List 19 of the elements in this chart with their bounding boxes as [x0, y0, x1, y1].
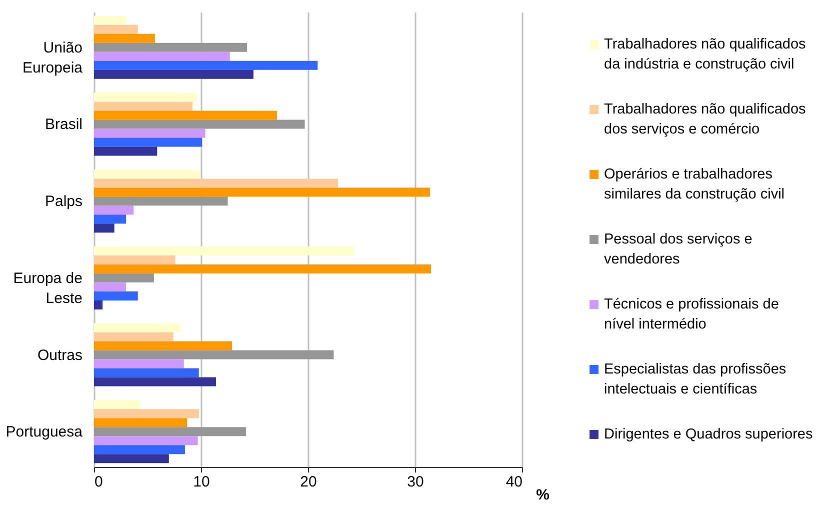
y-tick-label: União Europeia — [22, 39, 84, 76]
legend-label: Operários e trabalhadores similares da construção civil — [604, 166, 785, 202]
y-tick-label: Portuguesa — [6, 424, 84, 441]
x-tick-label: 0 — [94, 474, 103, 490]
x-axis-title: % — [536, 486, 550, 504]
legend-label: Técnicos e profissionais de nível intermédio — [604, 296, 779, 332]
legend-label: Especialistas das profissões intelectuais e científicas — [604, 362, 786, 398]
legend-label: Trabalhadores não qualificados dos serviços e comércio — [604, 102, 806, 138]
x-tick-label: 40 — [506, 474, 522, 490]
y-tick-label: Europa de Leste — [13, 270, 82, 307]
y-tick-label: Brasil — [44, 116, 82, 134]
y-tick-label: Palps — [44, 193, 82, 210]
y-tick-label: Outras — [37, 346, 82, 364]
legend-label: Pessoal dos serviços e vendedores — [604, 232, 752, 268]
legend-label: Dirigentes e Quadros superiores — [604, 426, 813, 442]
x-tick-label: 30 — [407, 474, 424, 490]
legend-label: Trabalhadores não qualificados da indústria e construção civil — [604, 36, 806, 72]
x-tick-label: 10 — [193, 474, 210, 490]
x-tick-label: 20 — [300, 474, 317, 490]
